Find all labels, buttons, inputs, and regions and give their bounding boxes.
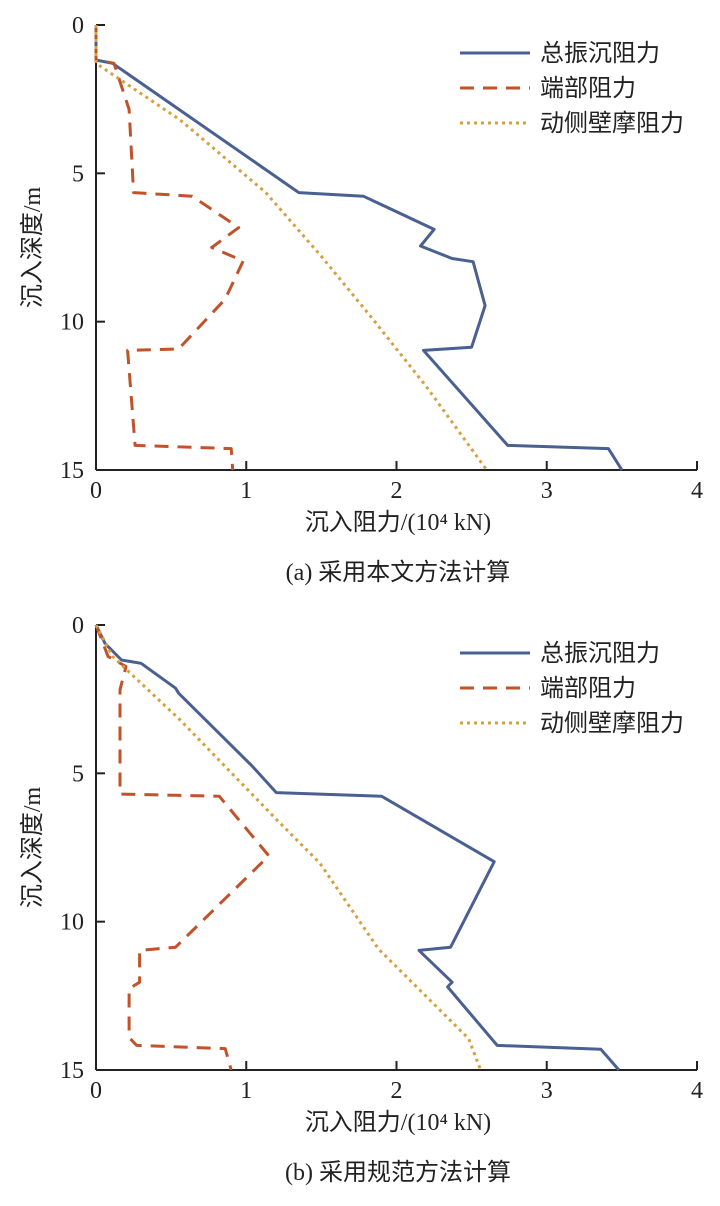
x-tick-label: 2 <box>391 1078 403 1104</box>
x-tick-label: 1 <box>240 478 252 504</box>
y-tick-label: 10 <box>60 910 84 936</box>
legend-label: 动侧壁摩阻力 <box>540 110 684 137</box>
series-line-dashed <box>94 624 271 1071</box>
panel-caption: (a) 采用本文方法计算 <box>286 559 511 586</box>
legend-label: 端部阻力 <box>540 75 636 102</box>
y-axis-title: 沉入深度/m <box>19 187 46 309</box>
x-tick-label: 0 <box>90 1078 102 1104</box>
series-line-dashed <box>94 25 245 471</box>
panel-caption: (b) 采用规范方法计算 <box>285 1159 511 1186</box>
y-tick-label: 0 <box>72 613 84 639</box>
y-tick-label: 5 <box>72 161 84 187</box>
legend-label: 端部阻力 <box>540 675 636 702</box>
x-tick-label: 0 <box>90 478 102 504</box>
x-axis-title: 沉入阻力/(10⁴ kN) <box>305 509 491 536</box>
legend-label: 动侧壁摩阻力 <box>540 710 684 737</box>
y-tick-label: 15 <box>60 458 84 484</box>
y-tick-label: 10 <box>60 310 84 336</box>
series-line-solid <box>94 25 624 471</box>
x-axis-title: 沉入阻力/(10⁴ kN) <box>305 1109 491 1136</box>
x-tick-label: 4 <box>691 478 703 504</box>
series-line-dotted <box>94 624 483 1071</box>
x-tick-label: 2 <box>391 478 403 504</box>
x-tick-label: 4 <box>691 1078 703 1104</box>
x-tick-label: 3 <box>541 1078 553 1104</box>
series-line-dotted <box>94 25 488 471</box>
y-tick-label: 15 <box>60 1058 84 1084</box>
legend-label: 总振沉阻力 <box>540 40 660 67</box>
series-line-solid <box>94 624 621 1071</box>
x-tick-label: 3 <box>541 478 553 504</box>
y-tick-label: 0 <box>72 13 84 39</box>
x-tick-label: 1 <box>240 1078 252 1104</box>
chart-panel-b: 0 1 2 3 4 0 5 10 15 沉入阻力/(10⁴ kN) 沉入深度/m (b) 采用规范方法… <box>19 613 703 1186</box>
legend-label: 总振沉阻力 <box>540 640 660 667</box>
chart-panel-a: 0 1 2 3 4 0 5 10 15 沉入阻力/(10⁴ kN) 沉入深度/m (a) 采用本文方法… <box>19 13 703 586</box>
y-axis-title: 沉入深度/m <box>19 787 46 909</box>
y-tick-label: 5 <box>72 761 84 787</box>
